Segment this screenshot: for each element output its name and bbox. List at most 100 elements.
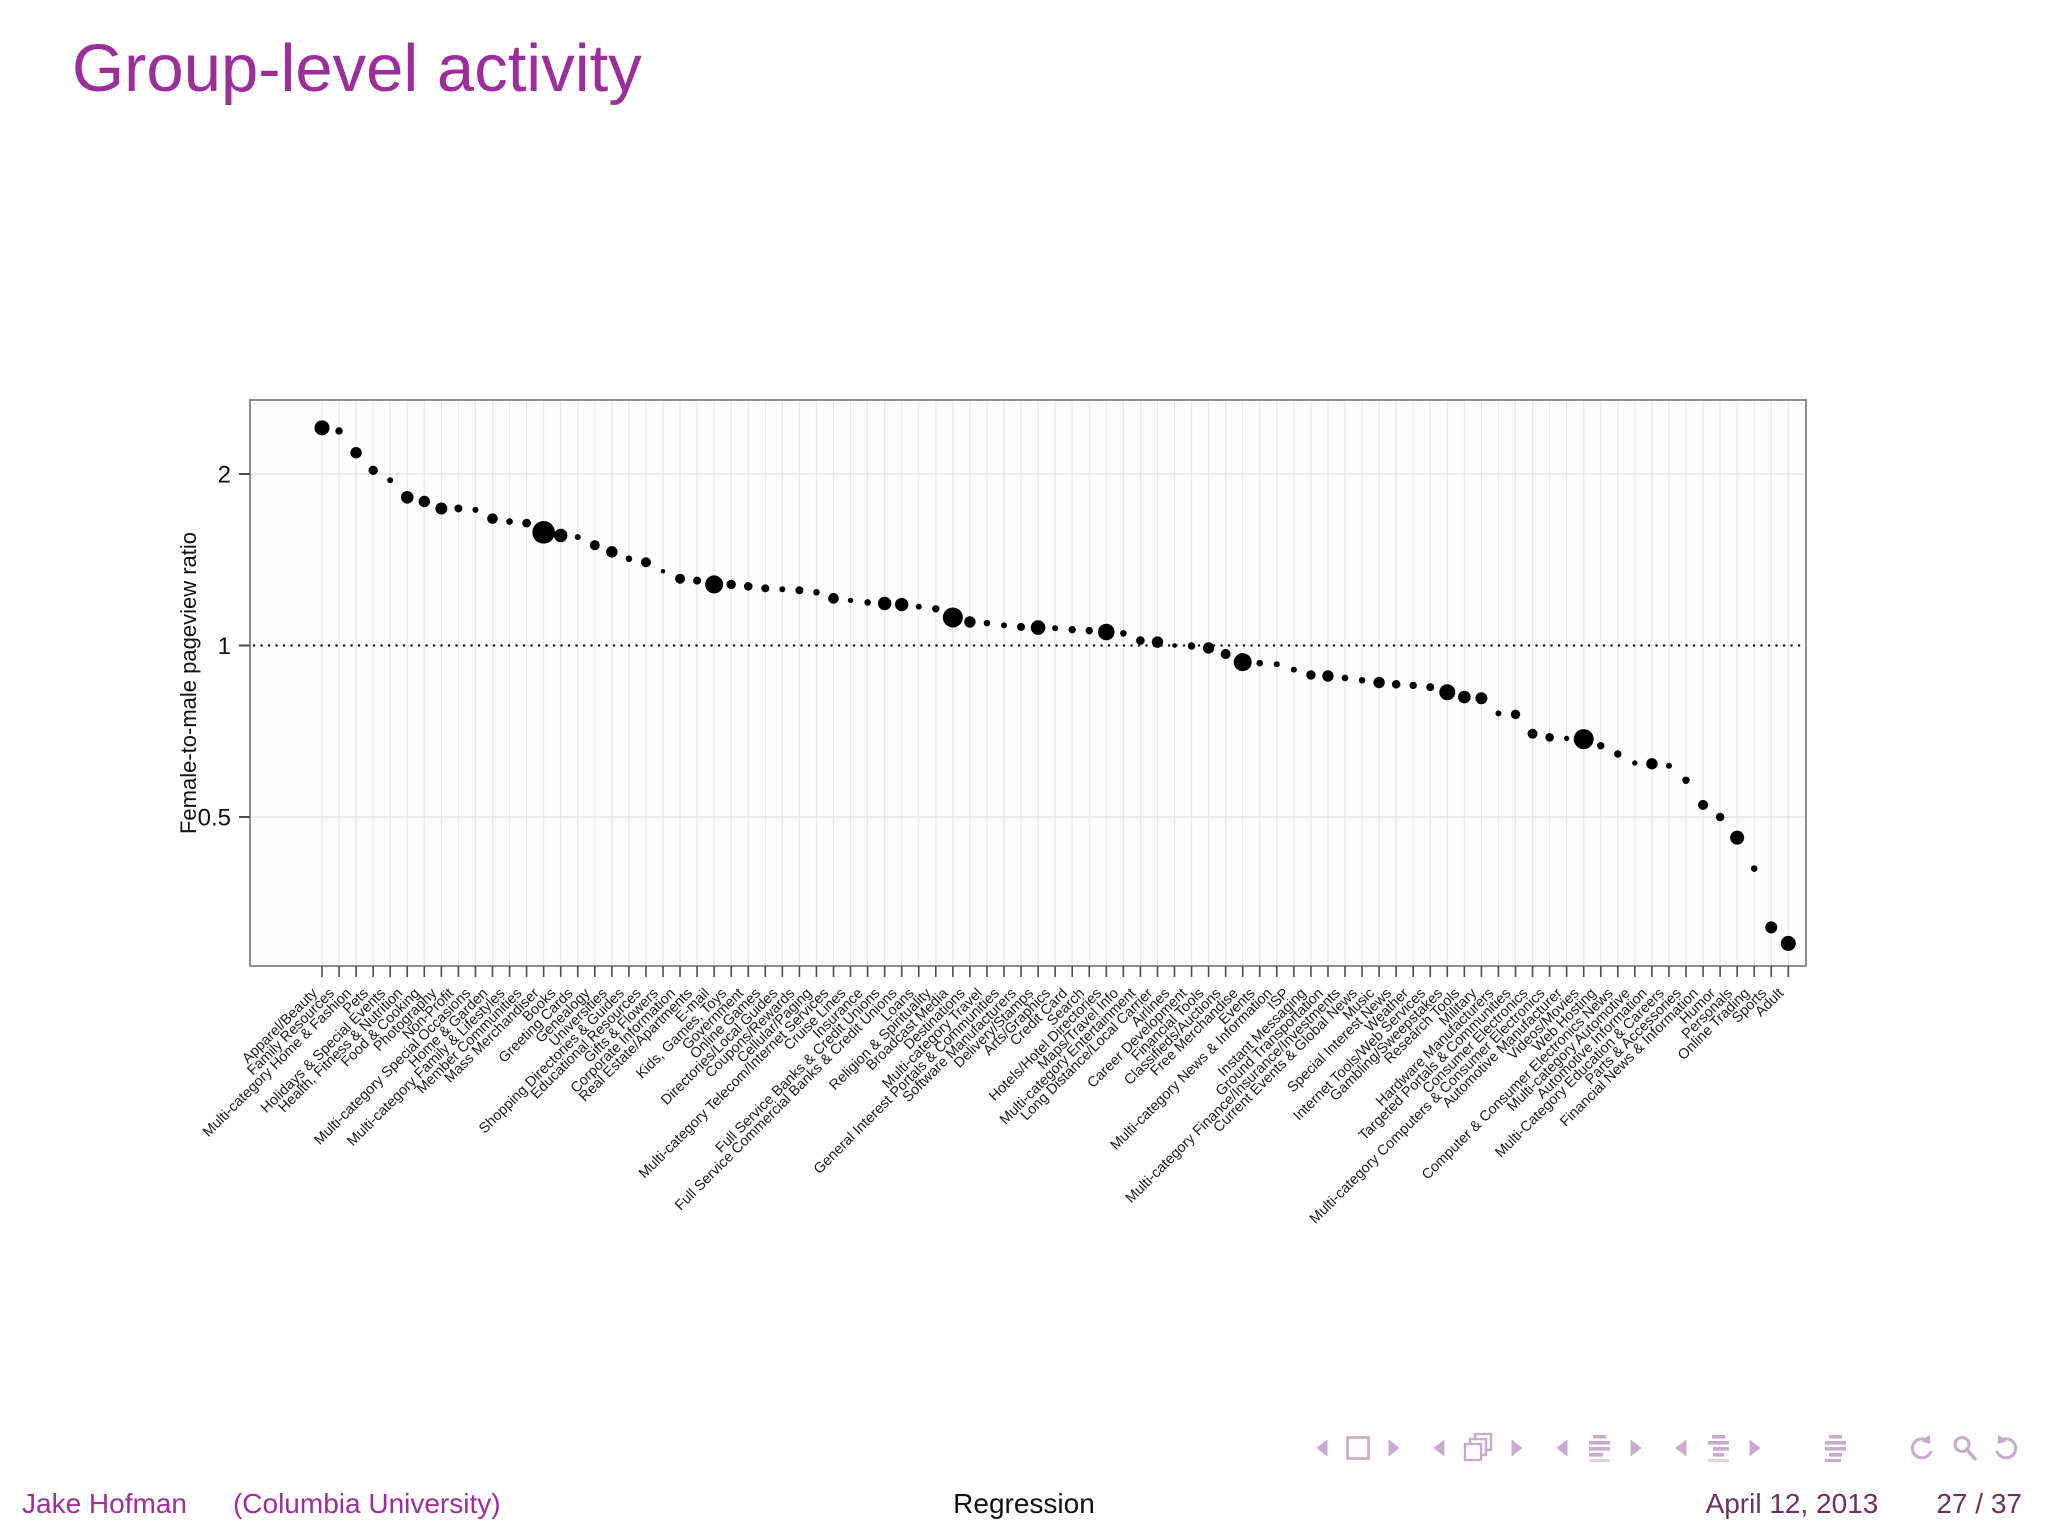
data-point: [454, 504, 463, 513]
nav-back-triangle-icon[interactable]: [1672, 1437, 1689, 1459]
data-point: [1256, 659, 1264, 667]
data-point: [335, 427, 343, 435]
data-point: [1001, 622, 1007, 629]
data-point: [532, 521, 555, 544]
beamer-navigation-bar: [1286, 1432, 2022, 1464]
data-point: [1322, 670, 1334, 682]
data-point: [1750, 865, 1758, 872]
data-point: [1765, 921, 1778, 934]
data-point: [705, 575, 724, 594]
data-point: [487, 513, 498, 524]
data-point: [779, 586, 786, 593]
data-point: [418, 495, 430, 508]
data-point: [660, 568, 666, 574]
data-point: [1030, 620, 1046, 635]
data-point: [1439, 684, 1456, 701]
data-point: [387, 477, 394, 484]
nav-subsection-list-icon[interactable]: [1703, 1434, 1733, 1462]
data-point: [1068, 625, 1076, 634]
data-point: [625, 555, 633, 563]
data-point: [1458, 690, 1471, 704]
nav-forward-triangle-icon[interactable]: [1509, 1437, 1526, 1459]
y-axis-title: Female-to-male pageview ratio: [176, 532, 201, 834]
nav-group: [1313, 1434, 1403, 1462]
data-point: [761, 584, 770, 593]
nav-forward-triangle-icon[interactable]: [1628, 1437, 1645, 1459]
footer-author-block: Jake Hofman (Columbia University): [22, 1488, 501, 1520]
data-point: [1632, 760, 1638, 766]
data-point: [435, 502, 448, 515]
footer-date: April 12, 2013: [1705, 1488, 1879, 1519]
data-point: [1391, 679, 1401, 689]
data-point: [1085, 626, 1093, 635]
data-point: [1698, 799, 1709, 810]
data-point: [314, 420, 330, 436]
data-point: [1172, 643, 1177, 648]
data-point: [743, 582, 753, 591]
nav-back-triangle-icon[interactable]: [1553, 1437, 1570, 1459]
data-point: [1187, 642, 1196, 650]
nav-frames-stack-icon[interactable]: [1461, 1432, 1495, 1464]
data-point: [828, 593, 839, 604]
data-point: [864, 599, 871, 606]
data-point: [795, 586, 804, 595]
data-point: [1563, 735, 1570, 742]
nav-group: [1553, 1434, 1645, 1462]
nav-undo-icon[interactable]: [1906, 1434, 1936, 1462]
data-point: [1495, 710, 1502, 717]
nav-forward-triangle-icon[interactable]: [1386, 1437, 1403, 1459]
nav-forward-triangle-icon[interactable]: [1747, 1437, 1764, 1459]
nav-section-list-icon[interactable]: [1584, 1434, 1614, 1462]
data-point: [554, 528, 568, 543]
nav-group: [1672, 1434, 1764, 1462]
data-point: [1373, 676, 1385, 689]
data-point: [877, 596, 892, 611]
data-point: [1098, 623, 1115, 641]
data-point: [847, 597, 854, 604]
footer-page-indicator: 27 / 37: [1936, 1488, 2022, 1519]
data-point: [1682, 776, 1690, 784]
data-point: [640, 557, 651, 568]
data-point: [400, 491, 414, 504]
data-point: [675, 573, 686, 584]
data-point: [1120, 630, 1127, 637]
nav-group: [1430, 1432, 1526, 1464]
data-point: [574, 534, 581, 541]
nav-group: [1906, 1434, 2022, 1462]
data-point: [813, 588, 820, 596]
nav-redo-icon[interactable]: [1992, 1434, 2022, 1462]
data-point: [1665, 762, 1672, 769]
data-point: [606, 546, 618, 558]
data-point: [589, 540, 600, 551]
footer-affiliation: (Columbia University): [232, 1488, 501, 1519]
data-point: [726, 579, 736, 590]
footer-section-title: Regression: [953, 1488, 1095, 1519]
nav-back-triangle-icon[interactable]: [1430, 1437, 1447, 1459]
data-point: [368, 465, 378, 476]
data-point: [506, 518, 513, 525]
data-point: [1614, 750, 1622, 758]
nav-appendix-list-icon[interactable]: [1820, 1434, 1850, 1462]
data-point: [1545, 733, 1554, 742]
y-tick-label: 0.5: [198, 804, 231, 831]
data-point: [915, 603, 922, 610]
nav-frame-icon[interactable]: [1344, 1434, 1372, 1462]
data-point: [472, 506, 479, 513]
data-point: [1273, 661, 1280, 668]
nav-search-icon[interactable]: [1950, 1434, 1978, 1462]
data-point: [1220, 649, 1231, 660]
data-point: [1052, 625, 1059, 632]
footer-date-block: April 12, 2013 27 / 37: [1706, 1488, 2022, 1520]
data-point: [1715, 812, 1725, 822]
nav-back-triangle-icon[interactable]: [1313, 1437, 1330, 1459]
data-point: [942, 607, 963, 628]
data-point: [522, 518, 531, 528]
plot-area: [249, 399, 1807, 967]
data-point: [350, 446, 362, 459]
data-point: [1341, 674, 1349, 682]
data-point: [1646, 758, 1658, 770]
data-point: [1730, 830, 1745, 845]
data-point: [1527, 728, 1538, 739]
